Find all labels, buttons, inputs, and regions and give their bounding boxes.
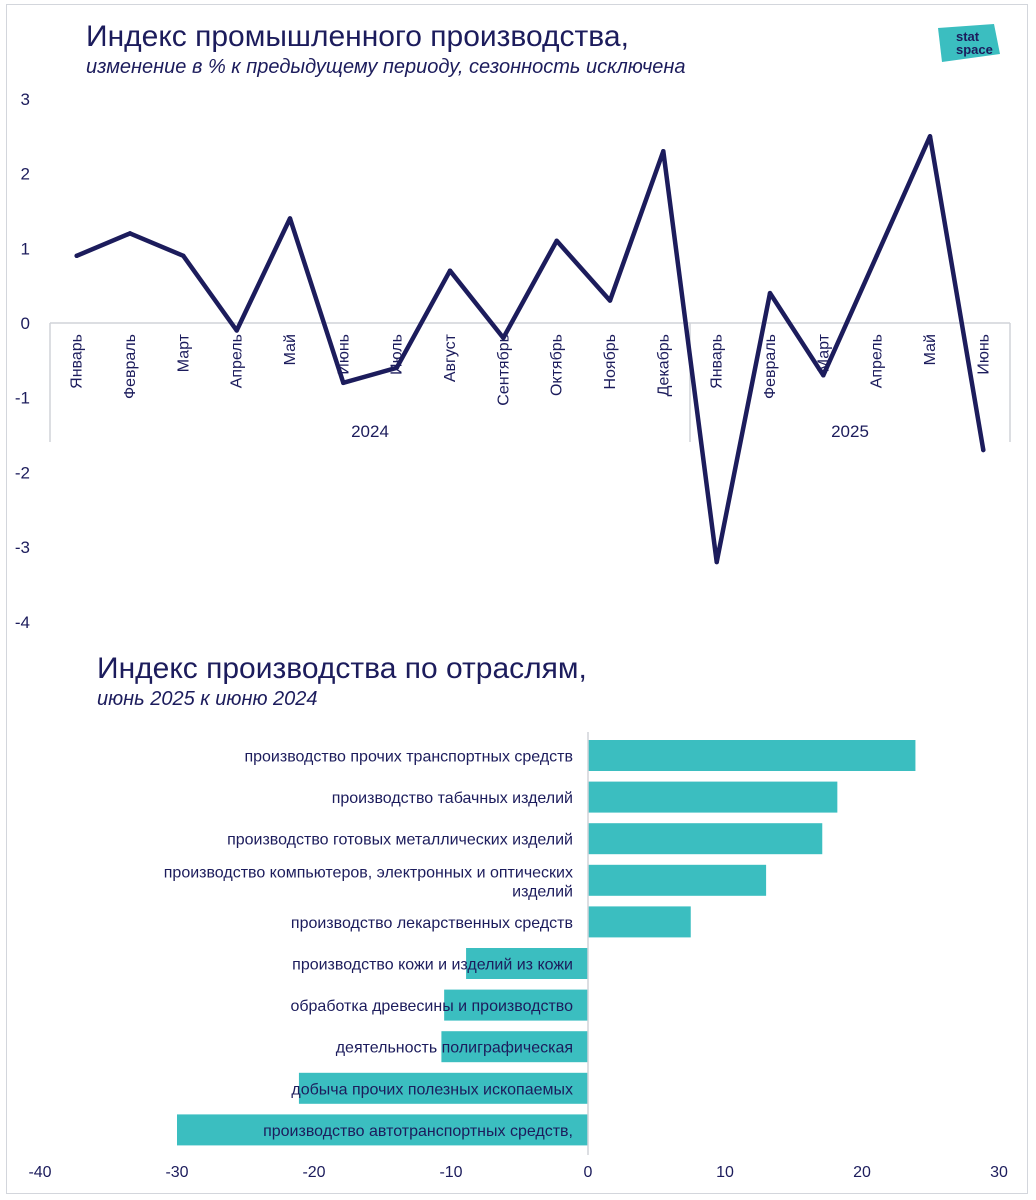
y-tick-label: -2 [15,463,30,482]
x-group-label: 2024 [351,422,389,441]
line-chart-title: Индекс промышленного производства, [86,20,629,53]
y-tick-label: 0 [21,314,30,333]
x-tick-label: -30 [165,1164,188,1181]
line-chart-subtitle: изменение в % к предыдущему периоду, сез… [86,56,686,78]
data-point [767,290,773,296]
series-line [74,134,986,565]
x-tick-label: Апрель [229,334,246,388]
y-tick-label: -3 [15,538,30,557]
data-point [501,335,506,341]
category-label: обработка древесины и производство [290,998,573,1015]
data-point [127,231,133,236]
x-tick-label: Апрель [869,334,886,388]
bar [177,1114,588,1146]
data-point [981,447,986,453]
x-tick-label: Июль [389,334,406,375]
line-chart: 3 2 1 0 -1 -2 -3 -4 Январь Февраль Март Апрель Май Ию… [15,90,1011,632]
y-tick-label: 3 [21,90,30,109]
x-tick-label: 0 [584,1164,593,1181]
category-label: производство лекарственных средств [291,915,573,932]
data-point [341,380,346,385]
data-point [287,216,293,221]
category-label: добыча прочих полезных ископаемых [291,1081,573,1098]
bar [298,1072,588,1104]
category-label: производство готовых металлических издел… [227,832,573,849]
x-tick-label: Февраль [762,334,779,399]
data-point [234,328,239,333]
x-tick-label: -20 [302,1164,325,1181]
bar [588,740,916,771]
statspace-logo: stat space [938,24,1000,62]
bar-chart-subtitle: июнь 2025 к июню 2024 [97,688,318,710]
data-point [447,268,453,273]
category-label: производство прочих транспортных средств [244,749,573,766]
statspace-logo-shape [938,24,1000,62]
bar [441,1031,588,1063]
x-tick-label: Декабрь [655,334,672,396]
x-tick-label: -40 [28,1164,51,1181]
category-label-line: производство компьютеров, электронных и … [164,864,573,881]
data-point [554,238,559,244]
x-tick-label: 20 [853,1164,871,1181]
category-label-line: изделий [512,883,573,900]
category-label: производство компьютеров, электронных и … [164,864,573,900]
bar [588,864,767,896]
y-tick-label: -4 [15,613,30,632]
bar-chart: производство прочих транспортных средств… [28,732,1008,1181]
data-point [874,253,879,258]
chart-frame [6,4,1028,1194]
category-label: производство автотранспортных средств, [263,1123,573,1140]
data-point [607,298,613,303]
x-tick-label: Июнь [975,334,992,375]
bar [588,906,691,938]
x-tick-label: Январь [709,334,726,389]
data-point [181,253,186,258]
category-label: производство кожи и изделий из кожи [292,957,573,974]
data-point [927,134,933,139]
data-point [821,373,826,378]
x-tick-label: Ноябрь [602,334,619,390]
x-tick-label: Май [282,334,299,365]
x-tick-label: Март [175,333,192,372]
data-point [661,148,666,154]
bar [466,948,588,979]
data-point [74,253,79,258]
x-tick-label: 30 [990,1164,1008,1181]
x-tick-label: -10 [439,1164,462,1181]
data-point [394,365,399,371]
bar-chart-title: Индекс производства по отраслям, [97,652,587,685]
category-label: производство табачных изделий [332,790,573,807]
x-group-label: 2025 [831,422,869,441]
statspace-logo-word-space: space [956,42,993,57]
x-tick-label: Февраль [122,334,139,399]
category-label: деятельность полиграфическая [336,1040,573,1057]
y-tick-label: -1 [15,389,30,408]
bar [588,823,823,855]
data-point [714,559,719,565]
x-tick-label: Август [442,333,459,382]
bar [444,989,588,1021]
x-tick-label: 10 [716,1164,734,1181]
x-tick-label: Январь [69,334,86,389]
statspace-logo-word-stat: stat [956,29,980,44]
bar [588,781,838,813]
x-tick-label: Май [922,334,939,365]
x-tick-label: Октябрь [549,334,566,396]
y-tick-label: 1 [21,239,30,258]
y-tick-label: 2 [21,165,30,184]
x-tick-label: Сентябрь [495,334,512,406]
